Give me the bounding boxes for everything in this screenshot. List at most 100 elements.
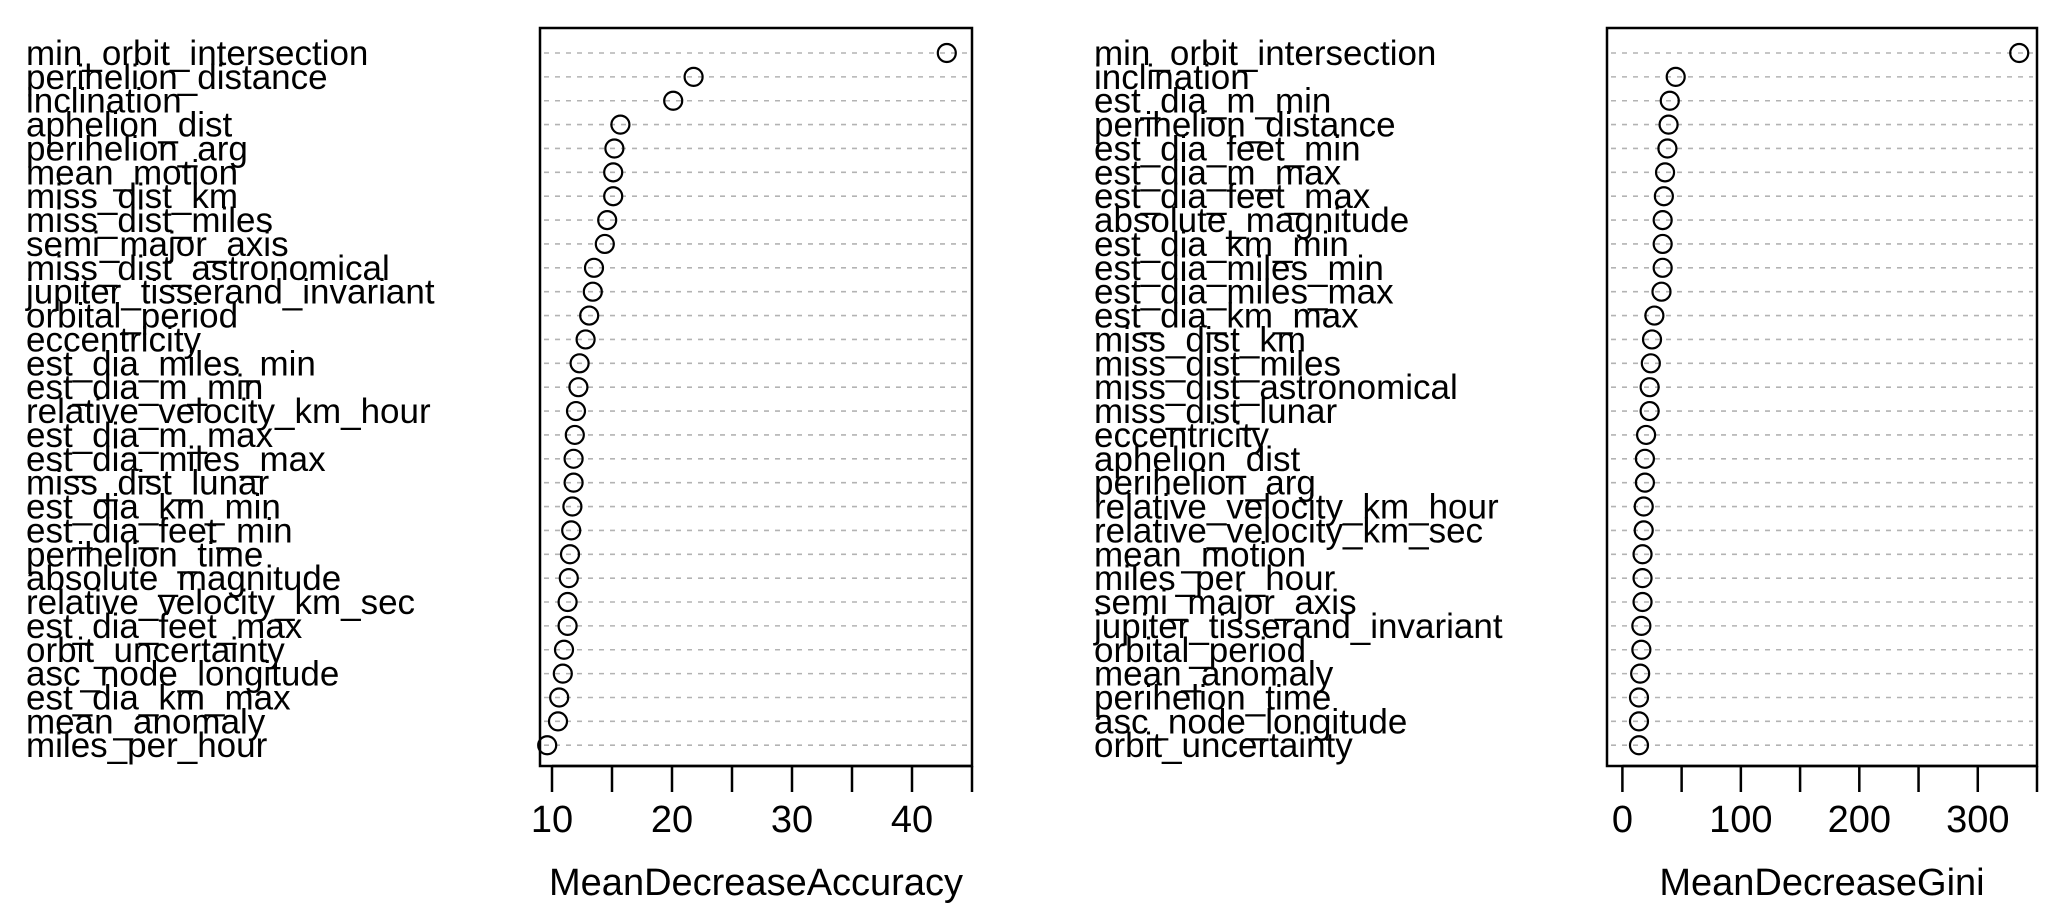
category-label: est_dia_miles_min [26,344,316,383]
data-point [557,591,578,613]
category-label: miss_dist_astronomical [1094,368,1458,407]
category-label: miles_per_hour [1094,559,1336,598]
category-label: est_dia_feet_max [1094,177,1371,216]
category-label: est_dia_km_max [26,678,291,717]
data-point [1632,568,1653,589]
data-point [603,186,624,207]
category-label: mean_motion [1094,535,1306,574]
gini-panel: min_orbit_intersectioninclinationest_dia… [1093,26,2039,904]
category-label: est_dia_m_max [26,416,274,455]
category-label: est_dia_miles_max [26,440,326,479]
data-point [582,281,603,302]
category-label: est_dia_feet_max [26,607,303,646]
data-point [1631,615,1652,636]
category-label: relative_velocity_km_sec [26,583,415,622]
data-point [1633,496,1654,517]
category-label: miss_dist_km [1094,320,1306,359]
category-label: orbit_uncertainty [26,631,285,670]
category-label: est_dia_feet_min [1094,129,1361,168]
category-label: perihelion_distance [1094,106,1396,145]
data-point [1652,233,1673,255]
data-point [561,520,582,541]
category-label: mean_anomaly [1094,655,1334,694]
data-point [569,353,590,374]
category-label: relative_velocity_km_hour [26,392,431,431]
data-point [568,377,589,398]
data-point [1628,711,1650,732]
category-label: miss_dist_km [26,177,238,216]
data-point [558,568,579,589]
data-point [663,90,684,111]
category-label: absolute_magnitude [1094,201,1409,240]
category-label: est_dia_km_max [1094,297,1359,336]
category-label: relative_velocity_km_hour [1094,488,1499,527]
data-point [1644,305,1665,326]
data-point [549,687,570,708]
category-label: absolute_magnitude [26,559,341,598]
x-axis-title: MeanDecreaseGini [1659,862,1984,904]
category-label: semi_major_axis [26,225,289,264]
data-point [604,138,625,159]
data-point [1639,400,1660,422]
data-point [1665,66,1686,87]
category-label: mean_anomaly [26,702,266,741]
category-label: est_dia_feet_min [26,511,293,550]
data-point [563,448,584,469]
data-point [1635,424,1657,446]
category-label: orbital_period [1094,631,1306,670]
x-tick-label: 10 [531,799,573,841]
data-point [583,257,605,278]
data-point [563,472,584,493]
category-label: miss_dist_lunar [26,464,269,503]
data-point [610,114,631,135]
data-point [683,66,704,87]
category-label: mean_motion [26,153,238,192]
data-point [564,424,585,446]
data-point [1632,544,1653,565]
category-label: perihelion_arg [26,129,248,168]
data-point [552,663,573,684]
data-point [562,496,583,517]
data-point [1639,377,1660,398]
category-label: perihelion_arg [1094,464,1316,503]
data-point [1640,353,1661,374]
data-point [1654,162,1676,183]
data-point [1628,687,1650,708]
data-point [1653,186,1674,207]
data-point [1652,257,1673,278]
category-label: est_dia_miles_max [1094,273,1394,312]
data-point [575,329,596,350]
data-point [1631,639,1652,660]
x-tick-label: 0 [1612,799,1633,841]
data-point [553,639,575,660]
category-label: semi_major_axis [1094,583,1357,622]
category-label: miss_dist_lunar [1094,392,1337,431]
category-label: min_orbit_intersection [1094,34,1436,73]
data-point [1634,472,1656,493]
data-point [1651,281,1672,302]
data-point [1657,138,1678,159]
data-point [1659,90,1680,111]
x-tick-label: 200 [1828,799,1891,841]
x-tick-label: 20 [651,799,693,841]
plot-frame [538,26,974,768]
category-label: miss_dist_miles [26,201,273,240]
data-point [565,400,587,422]
category-label: est_dia_miles_min [1094,249,1384,288]
plot-frame [1605,26,2039,768]
data-point [597,209,618,231]
category-label: orbital_period [26,297,238,336]
data-point [1658,114,1679,135]
data-point [579,305,600,326]
category-label: orbit_uncertainty [1094,726,1353,765]
category-label: asc_node_longitude [1094,702,1407,741]
data-point [1628,735,1650,756]
category-label: est_dia_m_min [26,368,263,407]
category-label: eccentricity [1094,416,1270,455]
data-point [1630,663,1651,684]
category-label: asc_node_longitude [26,655,339,694]
category-label: aphelion_dist [26,106,233,145]
x-tick-label: 30 [771,799,813,841]
category-label: est_dia_m_max [1094,153,1342,192]
